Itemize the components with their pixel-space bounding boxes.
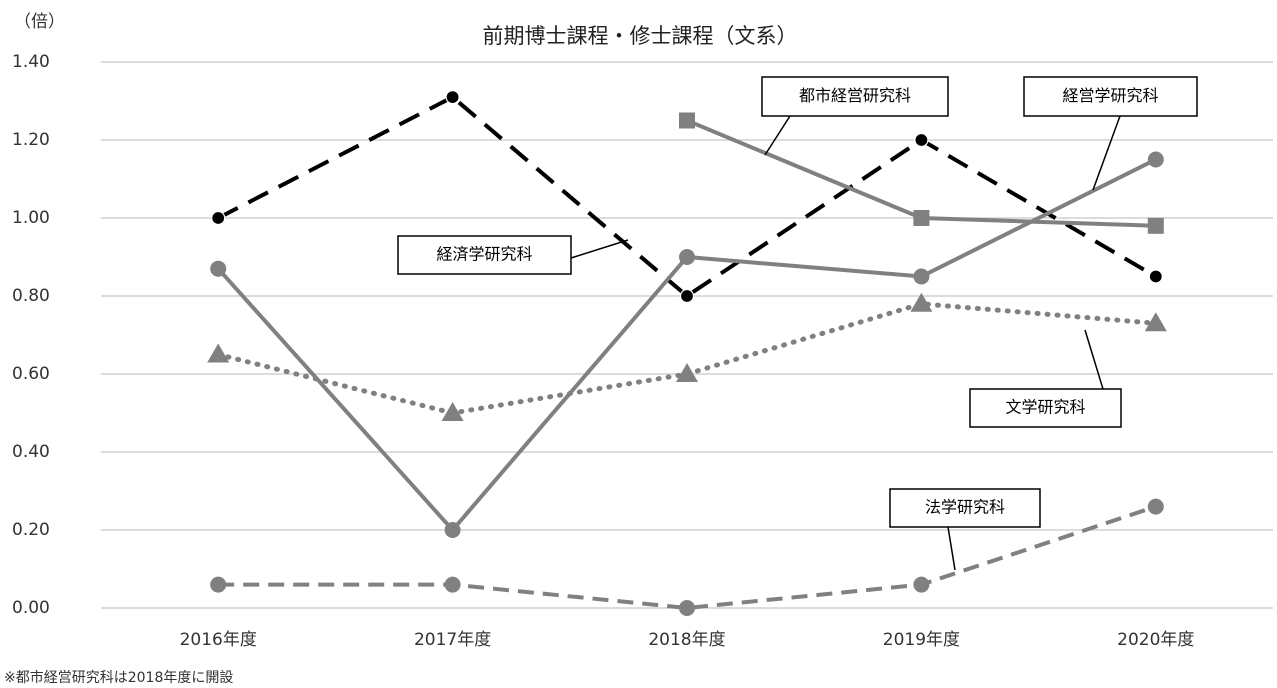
callout-leader [570, 239, 629, 259]
marker [679, 600, 695, 616]
legend-label: 都市経営研究科 [799, 86, 911, 105]
y-tick-label: 1.00 [12, 208, 50, 228]
x-tick-label: 2019年度 [883, 630, 960, 650]
x-tick-label: 2020年度 [1117, 630, 1194, 650]
marker [445, 89, 460, 105]
x-tick-label: 2016年度 [180, 630, 257, 650]
callout-box [889, 488, 1041, 528]
marker [913, 576, 930, 593]
marker [913, 268, 930, 285]
series-line [216, 157, 1157, 534]
marker [913, 210, 930, 226]
marker [679, 249, 695, 265]
callout-box [969, 388, 1122, 428]
y-tick-label: 0.60 [12, 364, 50, 384]
callout-leader [1084, 329, 1104, 390]
marker [441, 402, 464, 421]
marker [914, 132, 929, 148]
y-tick-label: 0.80 [12, 286, 50, 306]
y-axis-unit: （倍） [14, 12, 65, 32]
footnote: ※都市経営研究科は2018年度に開設 [4, 669, 233, 686]
marker [210, 260, 227, 277]
marker [679, 288, 695, 304]
marker [207, 343, 230, 363]
marker [1148, 269, 1163, 284]
callout-box [761, 76, 949, 117]
callout-leader [947, 526, 956, 571]
marker [679, 112, 695, 129]
marker [1147, 498, 1164, 515]
y-tick-label: 0.20 [12, 520, 50, 540]
callout-box [1023, 76, 1198, 117]
marker [210, 576, 227, 593]
chart-title: 前期博士課程・修士課程（文系） [483, 24, 798, 48]
marker [1144, 312, 1167, 332]
y-tick-label: 1.20 [12, 130, 50, 150]
marker [211, 210, 226, 226]
legend-label: 経済学研究科 [436, 245, 532, 264]
y-tick-label: 1.40 [12, 52, 50, 72]
series-line [218, 504, 1157, 611]
callout-box [397, 235, 572, 275]
marker [1147, 217, 1164, 234]
legend-label: 法学研究科 [925, 498, 1005, 517]
legend-label: 経営学研究科 [1062, 86, 1158, 105]
marker [444, 522, 461, 538]
marker [676, 363, 698, 382]
y-tick-label: 0.40 [12, 442, 50, 462]
legend-label: 文学研究科 [1005, 398, 1085, 417]
x-tick-label: 2018年度 [648, 630, 725, 650]
marker [910, 292, 933, 312]
series-line [217, 94, 1157, 299]
callout-leader [764, 115, 791, 156]
callout-leader [1092, 115, 1121, 191]
marker [444, 576, 461, 593]
x-tick-label: 2017年度 [414, 630, 491, 650]
y-tick-label: 0.00 [12, 598, 50, 618]
marker [1147, 151, 1164, 168]
